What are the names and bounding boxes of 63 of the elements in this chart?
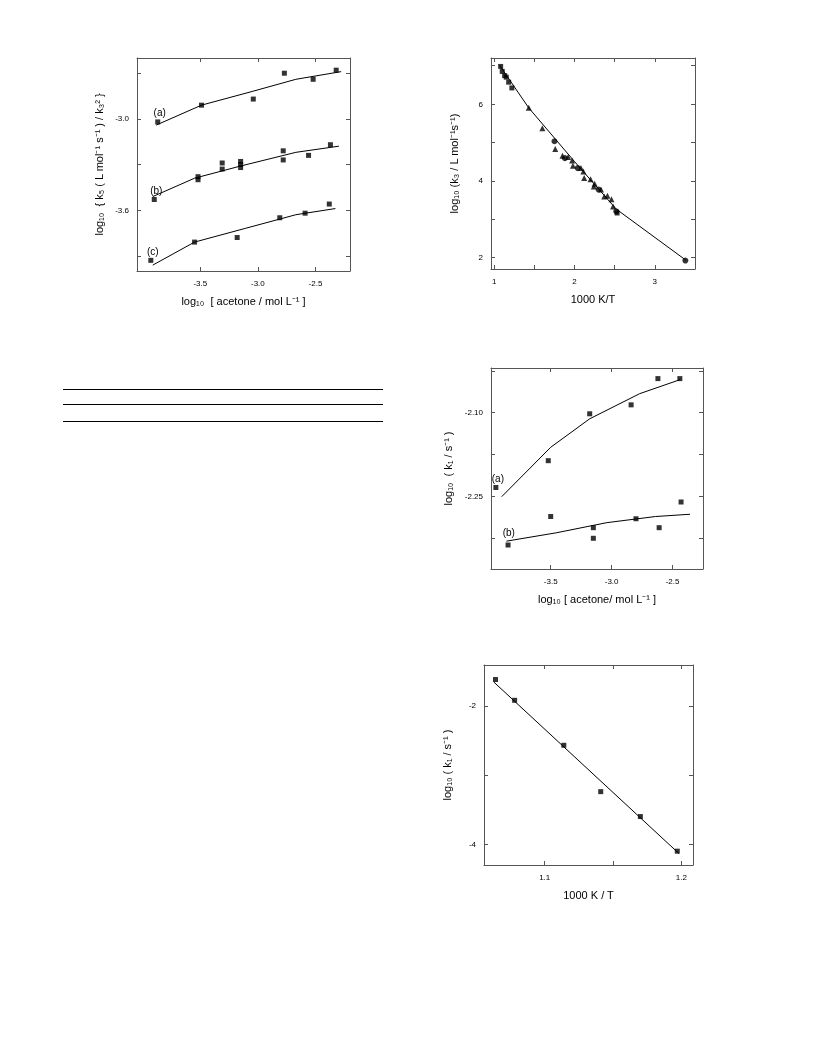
point: [552, 145, 559, 152]
y-tick-label: -3.6: [115, 205, 130, 215]
y-tick-label: 6: [478, 99, 484, 109]
y-axis-title: log₁₀ ( k₁ / s⁻¹ ): [442, 431, 455, 506]
y-tick-label: 2: [478, 252, 484, 262]
x-axis-title: log₁₀ [ acetone / mol L⁻¹ ]: [181, 294, 306, 307]
annotation: (c): [146, 245, 159, 257]
point: [493, 484, 499, 490]
point: [505, 542, 511, 548]
point: [678, 499, 684, 505]
point: [655, 376, 661, 382]
point: [151, 196, 157, 202]
point: [250, 96, 256, 102]
x-tick-label: -3.0: [604, 576, 620, 586]
x-tick-label: 2: [572, 276, 578, 286]
point: [590, 535, 596, 541]
point: [155, 119, 161, 125]
y-tick-label: 4: [478, 176, 484, 186]
point: [581, 175, 588, 182]
point: [327, 142, 333, 148]
y-axis-title: log₁₀ { k₅ ( L mol⁻¹ s⁻¹ ) / k₃² }: [92, 93, 105, 236]
y-tick-label: -4: [468, 839, 477, 849]
annotation: (b): [502, 526, 515, 538]
annotation: (a): [153, 107, 166, 119]
x-axis-title: 1000 K / T: [563, 888, 615, 901]
point: [234, 235, 240, 241]
point: [492, 677, 498, 683]
point: [587, 411, 593, 417]
x-tick-label: 1.1: [539, 872, 551, 882]
x-axis-title: 1000 K/T: [570, 292, 616, 305]
point: [280, 157, 286, 163]
x-tick-label: -3.0: [250, 278, 266, 288]
x-tick-label: 1: [491, 276, 497, 286]
point: [656, 525, 662, 531]
point: [628, 402, 634, 408]
y-tick-label: -2.25: [464, 491, 484, 501]
y-axis-title: log₁₀ ( k₁ / s⁻¹ ): [440, 729, 453, 801]
y-tick-label: -2: [468, 701, 477, 711]
point: [598, 789, 604, 795]
point: [281, 70, 287, 76]
x-tick-label: -2.5: [308, 278, 323, 288]
x-tick-label: -3.5: [193, 278, 208, 288]
point: [219, 160, 225, 166]
point: [310, 76, 316, 82]
y-axis-title: log₁₀ (k₃ / L mol⁻¹s⁻¹): [447, 113, 460, 214]
x-tick-label: 1.2: [675, 872, 688, 882]
annotation: (b): [150, 184, 163, 196]
x-tick-label: -2.5: [665, 576, 680, 586]
point: [326, 201, 332, 207]
point: [565, 153, 572, 160]
x-tick-label: -3.5: [543, 576, 559, 586]
point: [569, 162, 576, 169]
y-tick-label: -2.10: [464, 408, 484, 418]
point: [280, 148, 286, 154]
point: [509, 85, 515, 91]
point: [548, 514, 554, 520]
point: [306, 152, 312, 158]
point: [545, 458, 551, 464]
annotation: (a): [491, 472, 504, 484]
x-axis-title: log₁₀ [ acetone/ mol L⁻¹ ]: [537, 592, 657, 605]
x-tick-label: 3: [652, 276, 658, 286]
point: [148, 257, 154, 263]
point: [539, 125, 546, 132]
